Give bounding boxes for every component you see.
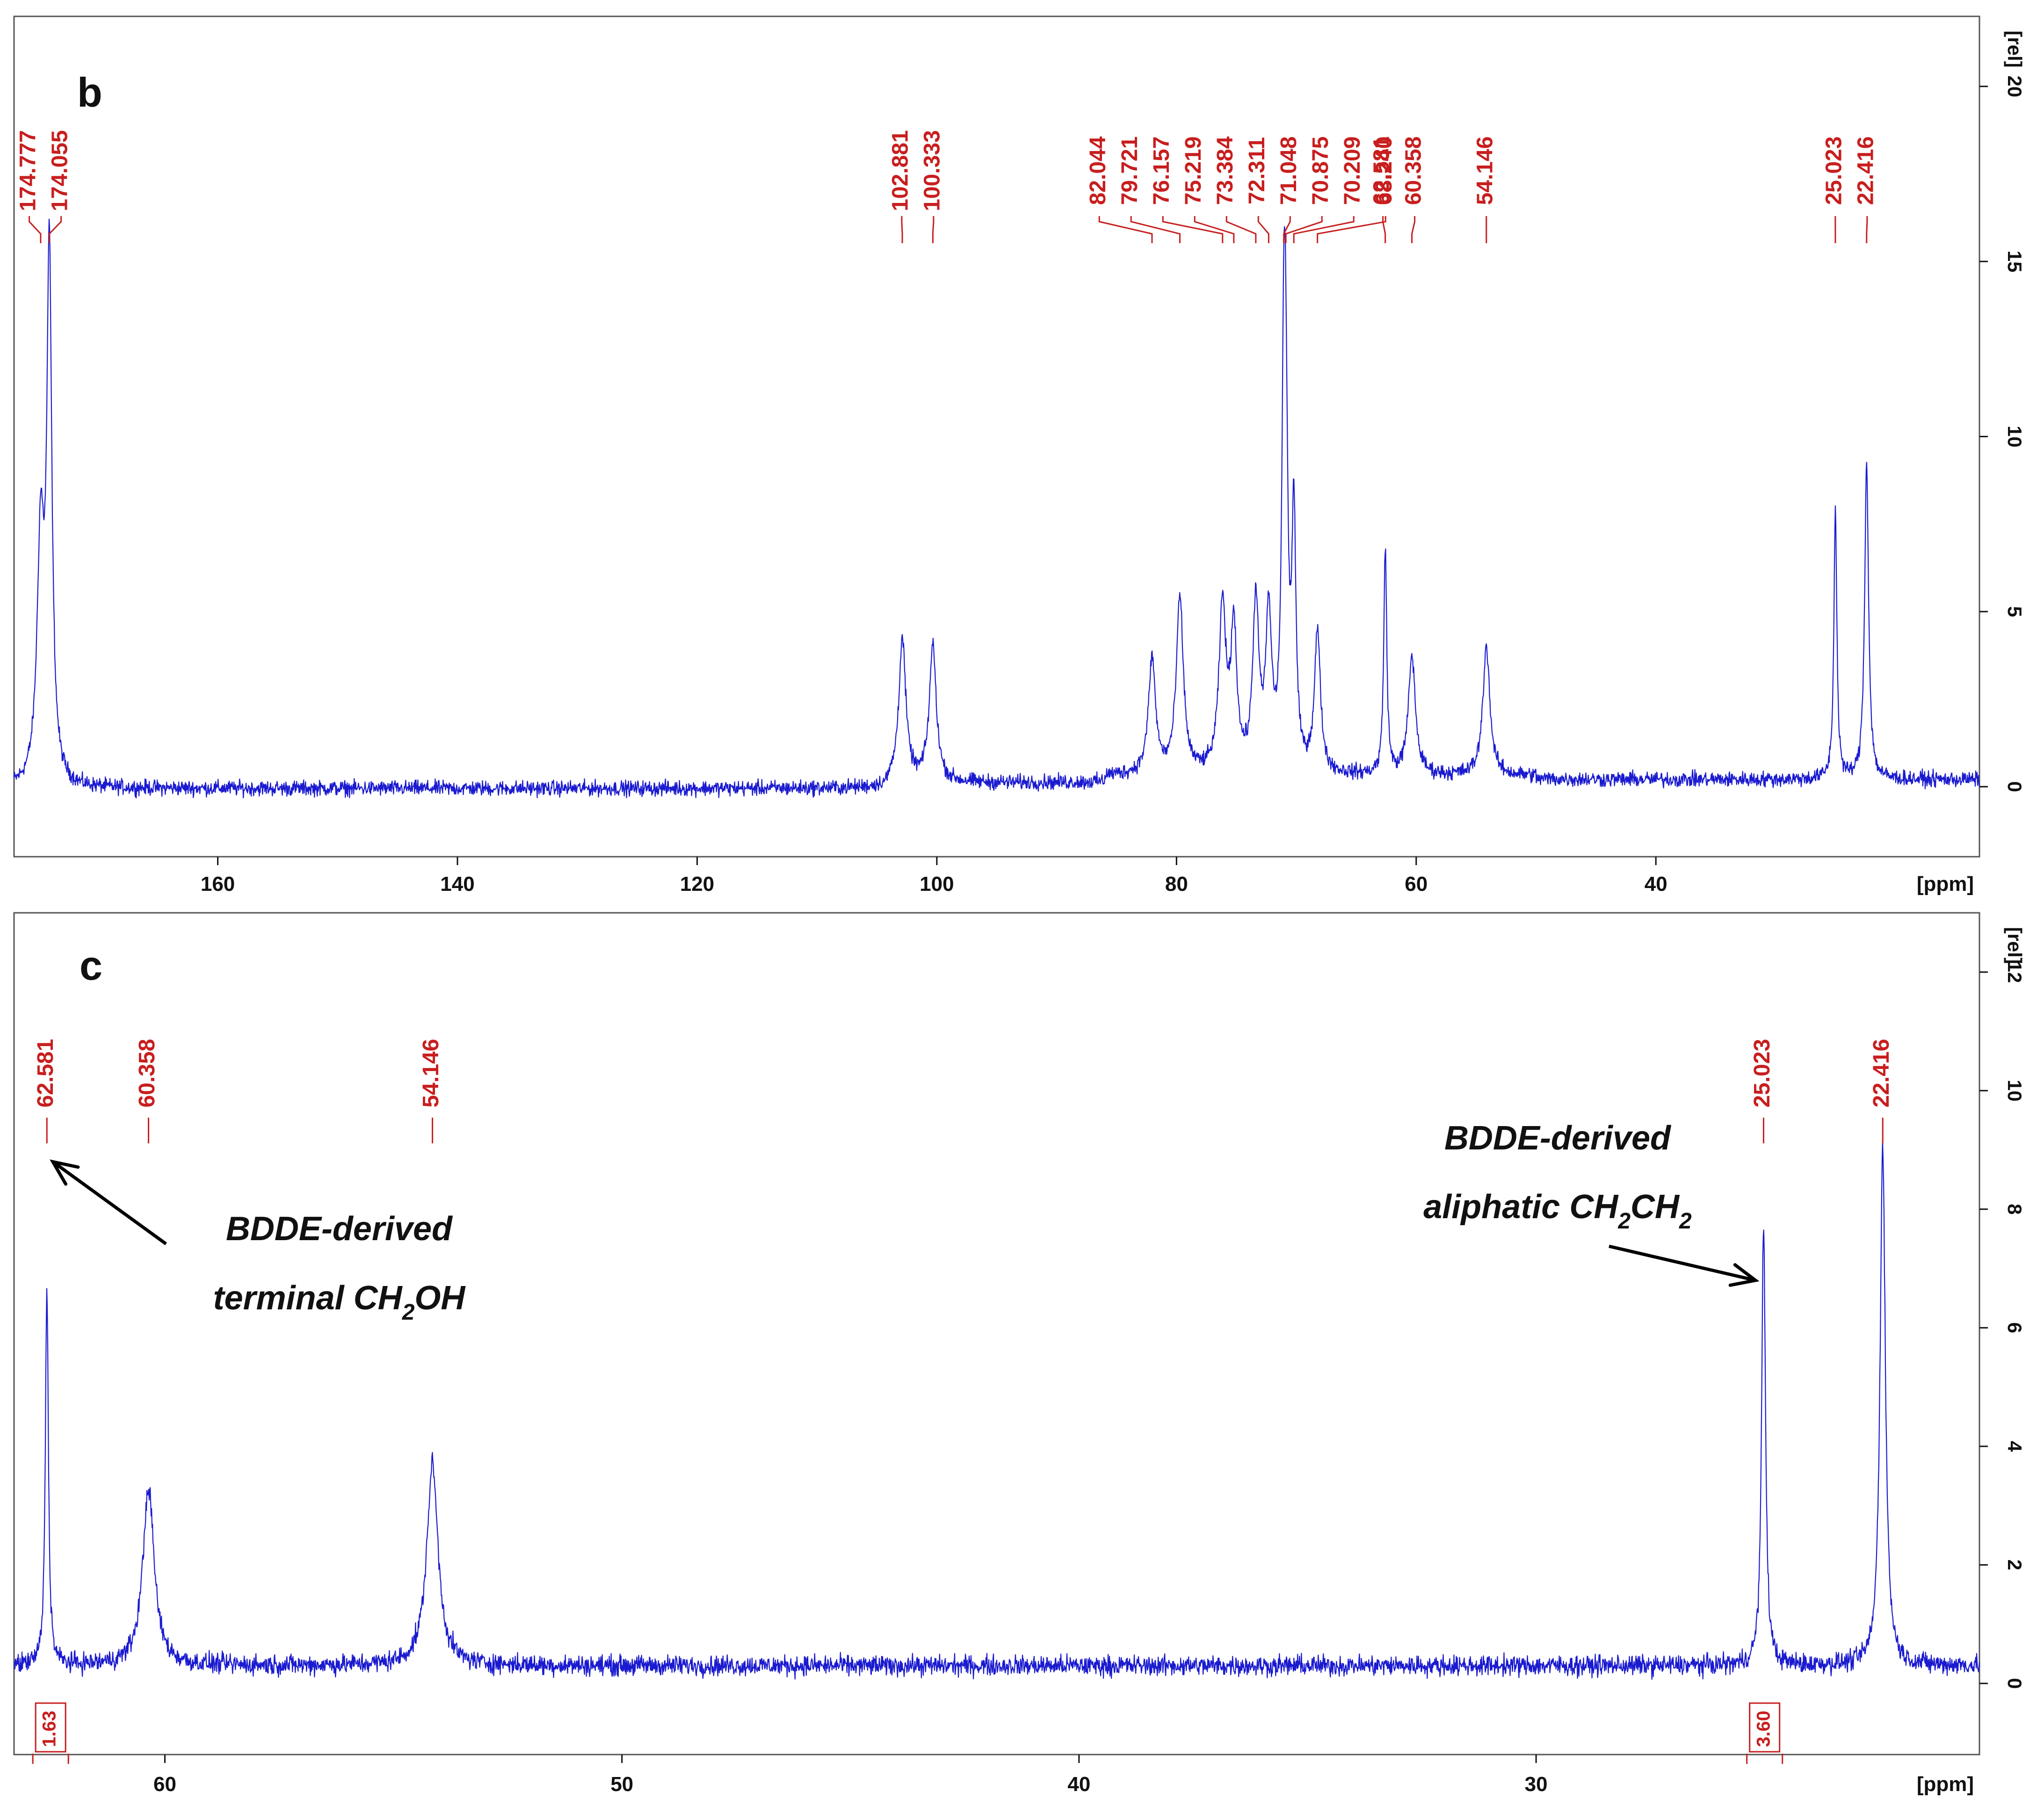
- annotation-subscript: 2: [402, 1300, 415, 1325]
- annotation-text: terminal CH: [213, 1279, 403, 1317]
- x-tick-label: 60: [153, 1773, 176, 1796]
- peak-leader: [932, 216, 935, 243]
- annotation-line2: aliphatic CH2CH2: [1423, 1188, 1692, 1234]
- peak-leader: [1130, 216, 1181, 243]
- annotation-text: CH: [1631, 1188, 1680, 1226]
- panel-label: b: [77, 69, 102, 116]
- y-tick-label: 0: [2004, 1678, 2026, 1689]
- peak-label: 75.219: [1181, 137, 1206, 205]
- y-tick-label: 8: [2004, 1204, 2026, 1214]
- peak-leader: [1317, 216, 1386, 243]
- peak-label: 60.358: [1401, 137, 1426, 205]
- x-tick-label: 80: [1165, 873, 1188, 896]
- peak-label: 102.881: [888, 130, 913, 211]
- panel-c: 60 50 40 30 [ppm] 0 2 4 6 8 10 12[rel] c 62.581 60.358…: [13, 912, 2026, 1796]
- x-tick-label: 100: [920, 873, 954, 896]
- annotation-subscript: 2: [1617, 1209, 1631, 1234]
- peak-leader: [1283, 216, 1291, 243]
- peak-label: 174.055: [47, 130, 72, 211]
- peak-label: 62.581: [1369, 137, 1394, 205]
- annotation-line2: terminal CH2OH: [213, 1279, 466, 1325]
- x-tick-label: 40: [1645, 873, 1667, 896]
- peak-leader: [1162, 216, 1224, 243]
- peak-leader: [1257, 216, 1269, 243]
- peak-leader: [29, 216, 42, 243]
- spectrum-trace: [14, 1140, 1980, 1680]
- annotation-arrowhead: [50, 1159, 80, 1186]
- peak-label: 62.581: [33, 1039, 58, 1108]
- x-tick-label: 50: [610, 1773, 633, 1796]
- x-tick-label: 30: [1525, 1773, 1548, 1796]
- annotation-line1: BDDE-derived: [1444, 1120, 1672, 1157]
- peak-label: 82.044: [1086, 136, 1110, 205]
- x-tick-label: 140: [440, 873, 474, 896]
- annotation-arrowhead: [1728, 1263, 1760, 1287]
- panel-label: c: [80, 942, 102, 989]
- y-tick-label: 0: [2004, 781, 2026, 792]
- y-axis-label: [rel]: [2004, 30, 2026, 67]
- integral-box: [35, 1702, 66, 1753]
- y-tick-label: 6: [2004, 1322, 2026, 1333]
- peak-label: 76.157: [1149, 137, 1174, 205]
- peak-label: 71.048: [1276, 137, 1301, 205]
- plot-frame: [13, 912, 1980, 1755]
- peak-leader: [1225, 216, 1257, 243]
- peak-label: 22.416: [1869, 1039, 1894, 1108]
- peak-label: 54.146: [419, 1039, 443, 1108]
- x-tick-label: 160: [201, 873, 235, 896]
- y-tick-label: 12: [2004, 961, 2026, 983]
- peak-label: 22.416: [1854, 137, 1878, 205]
- y-tick-label: 2: [2004, 1560, 2026, 1570]
- annotation-text: aliphatic CH: [1423, 1188, 1619, 1226]
- x-tick-label: 60: [1405, 873, 1428, 896]
- peak-leader: [1411, 216, 1416, 243]
- y-tick-label: 10: [2004, 426, 2026, 448]
- peak-label: 73.384: [1213, 136, 1238, 205]
- peak-leader: [1194, 216, 1235, 243]
- peak-leader: [1293, 216, 1355, 243]
- panel-b: 160 140 120 100 80 60 40 [ppm]05101520[rel]b174…: [13, 15, 2026, 896]
- y-tick-label: 4: [2004, 1441, 2026, 1452]
- annotation-arrow: [52, 1160, 167, 1245]
- peak-label: 25.023: [1822, 137, 1847, 205]
- peak-label: 72.311: [1245, 137, 1269, 204]
- peak-label: 25.023: [1750, 1039, 1775, 1108]
- y-tick-label: 20: [2004, 75, 2026, 97]
- peak-label: 174.777: [15, 130, 40, 211]
- integral-label: 1.63: [39, 1711, 60, 1747]
- integral-label: 3.60: [1753, 1711, 1774, 1747]
- y-axis-label: [rel]: [2004, 927, 2026, 964]
- x-axis-label: [ppm]: [1917, 873, 1974, 896]
- peak-leader: [1285, 216, 1323, 243]
- peak-label: 54.146: [1472, 137, 1497, 205]
- peak-label: 70.209: [1340, 137, 1365, 205]
- y-tick-label: 15: [2004, 251, 2026, 273]
- peak-label: 70.875: [1308, 137, 1333, 205]
- integral-box: [1749, 1702, 1781, 1753]
- peak-label: 100.333: [920, 130, 945, 211]
- peak-label: 68.240: [1372, 137, 1397, 205]
- annotation-line1: BDDE-derived: [226, 1210, 453, 1248]
- annotation-subscript: 2: [1679, 1209, 1692, 1234]
- peak-label: 79.721: [1117, 137, 1142, 205]
- spectrum-trace: [13, 218, 1980, 799]
- x-tick-label: 40: [1067, 1773, 1090, 1796]
- annotation-arrow: [1609, 1244, 1756, 1282]
- peak-leader: [48, 216, 62, 243]
- x-axis-label: [ppm]: [1917, 1773, 1974, 1796]
- peak-label: 60.358: [135, 1039, 159, 1108]
- peak-leader: [1382, 216, 1386, 243]
- peak-leader: [1098, 216, 1153, 243]
- plot-frame: [13, 15, 1980, 858]
- y-tick-label: 10: [2004, 1080, 2026, 1102]
- y-tick-label: 5: [2004, 606, 2026, 617]
- x-tick-label: 120: [680, 873, 714, 896]
- annotation-text: OH: [414, 1279, 466, 1317]
